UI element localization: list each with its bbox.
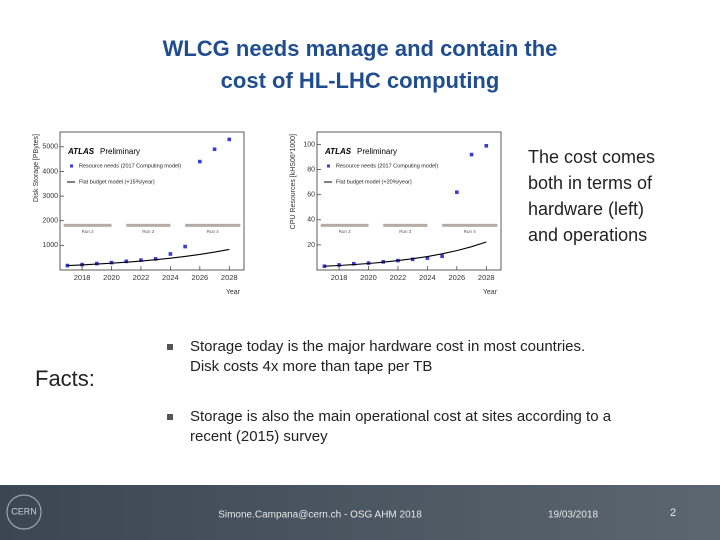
legend-marker (70, 164, 73, 168)
status: Preliminary (357, 147, 397, 156)
x-axis-label: Year (226, 289, 241, 296)
data-point (198, 159, 202, 164)
plot-frame (59, 131, 245, 271)
figure: 20 40 60 80 100 2018 2020 2022 2024 2026 2028 Year C… (285, 128, 505, 300)
x-tick-label: 2018 (331, 273, 348, 282)
trend-line (324, 241, 487, 267)
side-text: and operations (528, 225, 647, 245)
status: Preliminary (100, 147, 140, 156)
title: WLCG needs manage and contain the (163, 36, 558, 61)
x-tick-label: 2018 (74, 273, 91, 282)
figure-bg (28, 128, 248, 300)
data-point (469, 152, 474, 157)
x-tick-label: 2020 (103, 273, 120, 282)
data-point (425, 256, 430, 260)
run-band (442, 223, 498, 227)
y-tick-label: 1000 (42, 242, 58, 249)
run-band (63, 223, 112, 227)
y-tick-label: 3000 (42, 193, 58, 200)
x-tick-label: 2026 (191, 273, 208, 282)
side-text: hardware (left) (528, 199, 644, 219)
data-point (484, 144, 489, 148)
x-tick-label: 2022 (133, 273, 150, 282)
data-point (124, 259, 129, 264)
x-axis-label: Year (483, 289, 498, 296)
data-point (153, 257, 158, 261)
run-label: Run 3 (142, 229, 155, 234)
bullet-text: Storage today is the major hardware cost… (190, 338, 585, 355)
data-point (139, 258, 143, 262)
y-axis-label: Disk Storage [PBytes] (33, 134, 40, 202)
run-label: Run 3 (399, 229, 412, 234)
run-label: Run 4 (207, 229, 220, 234)
legend-label: Resource needs (2017 Computing model) (336, 163, 438, 169)
side-text: both in terms of (528, 173, 653, 193)
x-tick-label: 2028 (221, 273, 238, 282)
legend-label: Resource needs (2017 Computing model) (79, 163, 181, 169)
data-point (410, 257, 415, 262)
legend-marker (327, 164, 330, 168)
y-tick-label: 4000 (42, 168, 58, 175)
plot-frame (316, 131, 502, 271)
data-point (440, 254, 444, 258)
bullet-text: recent (2015) survey (190, 428, 328, 445)
data-point (455, 190, 459, 195)
data-point (183, 244, 187, 249)
y-tick-label: 2000 (42, 218, 58, 225)
data-point (168, 252, 173, 256)
y-tick-label: 40 (307, 217, 315, 224)
run-label: Run 4 (464, 229, 477, 234)
logo-ring (6, 494, 42, 530)
data-point (352, 261, 356, 266)
data-point (65, 263, 70, 268)
facts-label: Facts: (35, 366, 95, 391)
run-label: Run 2 (82, 229, 95, 234)
data-point (109, 260, 114, 265)
bullet-marker (167, 344, 173, 350)
run-band (126, 223, 171, 227)
run-band (383, 223, 428, 227)
bullet-text: Disk costs 4x more than tape per TB (190, 358, 432, 375)
bullet-text: Storage is also the main operational cos… (190, 408, 612, 425)
data-point (322, 264, 327, 269)
footer-author: Simone.Campana@cern.ch - OSG AHM 2018 (218, 510, 422, 521)
y-tick-label: 60 (307, 192, 315, 199)
trend-line (67, 248, 230, 267)
x-tick-label: 2026 (448, 273, 465, 282)
figure: 1000 2000 3000 4000 5000 2018 2020 2022 2024 2026… (28, 128, 248, 300)
y-tick-label: 100 (303, 141, 315, 148)
data-point (212, 147, 217, 152)
side-text: The cost comes (528, 147, 655, 167)
legend-label: Flat budget model (+15%/year) (79, 179, 155, 185)
x-tick-label: 2020 (360, 273, 377, 282)
footer-date: 19/03/2018 (548, 510, 598, 521)
page-number: 2 (670, 507, 676, 519)
bullet-marker (167, 414, 173, 420)
figure-bg (285, 128, 505, 300)
y-axis-label: CPU Resources [kHS06*1000] (290, 134, 297, 229)
y-tick-label: 80 (307, 166, 315, 173)
x-tick-label: 2024 (162, 273, 179, 282)
footer-bar (0, 485, 720, 540)
title: cost of HL-LHC computing (221, 68, 500, 93)
x-tick-label: 2024 (419, 273, 436, 282)
brand: ATLAS (67, 147, 95, 156)
y-tick-label: 5000 (42, 144, 58, 151)
brand: ATLAS (324, 147, 352, 156)
x-tick-label: 2028 (478, 273, 495, 282)
legend-label: Flat budget model (+20%/year) (336, 179, 412, 185)
x-tick-label: 2022 (390, 273, 407, 282)
run-label: Run 2 (339, 229, 352, 234)
y-tick-label: 20 (307, 242, 315, 249)
logo: CERN (11, 506, 37, 516)
run-band (320, 223, 369, 227)
run-band (185, 223, 241, 227)
data-point (227, 137, 232, 142)
